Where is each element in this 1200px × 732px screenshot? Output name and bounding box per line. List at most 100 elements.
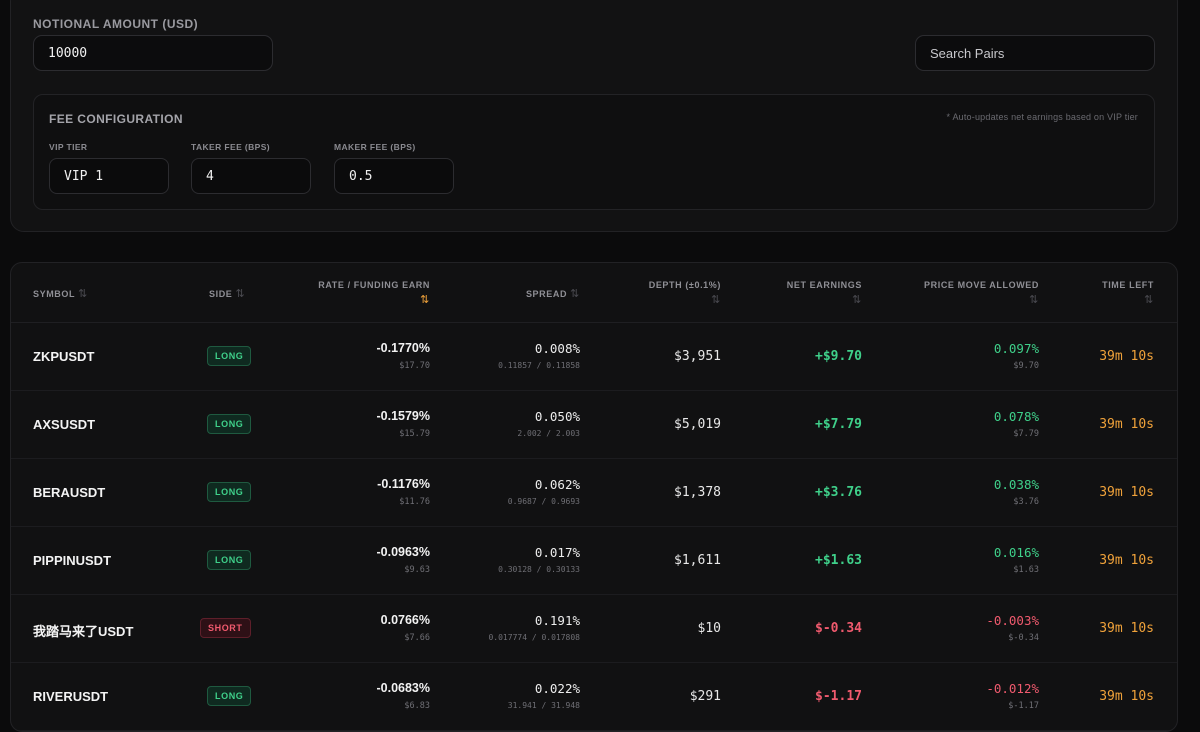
header-rate-label: RATE / FUNDING EARN [318, 280, 430, 290]
symbol: PIPPINUSDT [33, 553, 112, 568]
search-input[interactable]: Search Pairs [915, 35, 1155, 71]
header-spread-label: SPREAD [525, 289, 568, 299]
header-depth-label: DEPTH (±0.1%) [648, 280, 721, 290]
maker-fee-label: MAKER FEE (BPS) [334, 142, 416, 152]
net-earnings: +$3.76 [815, 485, 862, 500]
time-left: 39m 10s [1099, 621, 1154, 636]
side-badge: LONG [207, 414, 252, 434]
symbol: ZKPUSDT [33, 349, 95, 364]
bid-ask: 0.017774 / 0.017808 [488, 633, 580, 642]
spread: 0.008% [534, 341, 580, 356]
price-move-value: $9.70 [1013, 361, 1039, 371]
header-net-earnings[interactable]: NET EARNINGS ⇅ [787, 280, 862, 306]
bid-ask: 0.11857 / 0.11858 [498, 361, 580, 370]
time-left: 39m 10s [1099, 417, 1154, 432]
maker-fee-input[interactable]: 0.5 [334, 158, 454, 194]
bid-ask: 0.9687 / 0.9693 [507, 497, 580, 506]
header-rate[interactable]: RATE / FUNDING EARN ⇅ [318, 280, 430, 306]
depth: $291 [689, 689, 721, 704]
side-badge: LONG [207, 482, 252, 502]
depth: $1,611 [674, 553, 721, 568]
sort-icon: ⇅ [570, 288, 580, 300]
funding-rate: -0.1176% [377, 477, 430, 491]
funding-earn: $9.63 [404, 565, 430, 575]
funding-earn: $6.83 [404, 701, 430, 711]
table-row[interactable]: PIPPINUSDT LONG -0.0963% $9.63 0.017% 0.30128… [11, 527, 1177, 595]
header-move-label: PRICE MOVE ALLOWED [924, 280, 1039, 290]
price-move-value: $1.63 [1013, 565, 1039, 575]
time-left: 39m 10s [1099, 689, 1154, 704]
bid-ask: 31.941 / 31.948 [507, 701, 580, 710]
header-side-label: SIDE [209, 289, 233, 299]
side-badge: SHORT [200, 618, 251, 638]
funding-rate: -0.0683% [376, 681, 430, 695]
price-move-allowed: 0.078% [993, 409, 1039, 424]
depth: $3,951 [674, 349, 721, 364]
spread: 0.191% [534, 613, 580, 628]
depth: $1,378 [674, 485, 721, 500]
sort-icon: ⇅ [1144, 294, 1154, 306]
fee-title: FEE CONFIGURATION [49, 112, 183, 126]
net-earnings: $-0.34 [815, 621, 862, 636]
net-earnings: $-1.17 [815, 689, 862, 704]
time-left: 39m 10s [1099, 485, 1154, 500]
price-move-value: $-1.17 [1008, 701, 1039, 711]
table-header: SYMBOL ⇅ SIDE ⇅ RATE / FUNDING EARN ⇅ SP… [11, 263, 1177, 323]
taker-fee-input[interactable]: 4 [191, 158, 311, 194]
sort-icon: ⇅ [1029, 294, 1039, 306]
side-badge: LONG [207, 550, 252, 570]
spread: 0.017% [534, 545, 580, 560]
table-row[interactable]: RIVERUSDT LONG -0.0683% $6.83 0.022% 31.941 /… [11, 663, 1177, 731]
symbol: RIVERUSDT [33, 689, 109, 704]
header-spread[interactable]: SPREAD ⇅ [526, 287, 580, 300]
sort-active-icon: ⇅ [420, 294, 430, 306]
symbol: 我踏马来了USDT [33, 624, 134, 639]
depth: $10 [697, 621, 721, 636]
header-net-label: NET EARNINGS [786, 280, 862, 290]
sort-icon: ⇅ [78, 288, 88, 300]
header-depth[interactable]: DEPTH (±0.1%) ⇅ [649, 280, 721, 306]
funding-earn: $7.66 [404, 633, 430, 643]
spread: 0.062% [534, 477, 580, 492]
side-badge: LONG [207, 686, 252, 706]
table-row[interactable]: ZKPUSDT LONG -0.1770% $17.70 0.008% 0.11857 /… [11, 323, 1177, 391]
fee-note: * Auto-updates net earnings based on VIP… [946, 112, 1138, 122]
taker-fee-label: TAKER FEE (BPS) [191, 142, 271, 152]
net-earnings: +$9.70 [815, 349, 862, 364]
symbol: BERAUSDT [33, 485, 106, 500]
header-side[interactable]: SIDE ⇅ [209, 287, 245, 300]
fee-configuration: FEE CONFIGURATION * Auto-updates net ear… [33, 94, 1155, 210]
price-move-value: $3.76 [1013, 497, 1039, 507]
notional-input[interactable]: 10000 [33, 35, 273, 71]
funding-rate: 0.0766% [380, 613, 430, 627]
header-symbol-label: SYMBOL [33, 289, 75, 299]
price-move-value: $-0.34 [1008, 633, 1039, 643]
time-left: 39m 10s [1099, 553, 1154, 568]
maker-fee-field: MAKER FEE (BPS) 0.5 [334, 142, 454, 194]
table-row[interactable]: 我踏马来了USDT SHORT 0.0766% $7.66 0.191% 0.017774… [11, 595, 1177, 663]
header-symbol[interactable]: SYMBOL ⇅ [33, 287, 88, 300]
sort-icon: ⇅ [235, 288, 246, 300]
sort-icon: ⇅ [711, 294, 721, 306]
table-row[interactable]: AXSUSDT LONG -0.1579% $15.79 0.050% 2.002 / 2… [11, 391, 1177, 459]
time-left: 39m 10s [1099, 349, 1154, 364]
vip-tier-field: VIP TIER VIP 1 [49, 142, 169, 194]
price-move-allowed: -0.003% [986, 613, 1039, 628]
header-time-left[interactable]: TIME LEFT ⇅ [1102, 280, 1154, 306]
table-row[interactable]: BERAUSDT LONG -0.1176% $11.76 0.062% 0.9687 /… [11, 459, 1177, 527]
funding-table: SYMBOL ⇅ SIDE ⇅ RATE / FUNDING EARN ⇅ SP… [10, 262, 1178, 732]
price-move-value: $7.79 [1013, 429, 1039, 439]
notional-label: NOTIONAL AMOUNT (USD) [33, 17, 199, 31]
spread: 0.050% [534, 409, 580, 424]
taker-fee-field: TAKER FEE (BPS) 4 [191, 142, 311, 194]
funding-earn: $17.70 [399, 361, 430, 371]
depth: $5,019 [674, 417, 721, 432]
vip-tier-select[interactable]: VIP 1 [49, 158, 169, 194]
header-price-move[interactable]: PRICE MOVE ALLOWED ⇅ [924, 280, 1039, 306]
price-move-allowed: 0.016% [993, 545, 1039, 560]
net-earnings: +$7.79 [815, 417, 862, 432]
funding-earn: $11.76 [399, 497, 430, 507]
net-earnings: +$1.63 [815, 553, 862, 568]
header-time-label: TIME LEFT [1102, 280, 1154, 290]
spread: 0.022% [534, 681, 580, 696]
